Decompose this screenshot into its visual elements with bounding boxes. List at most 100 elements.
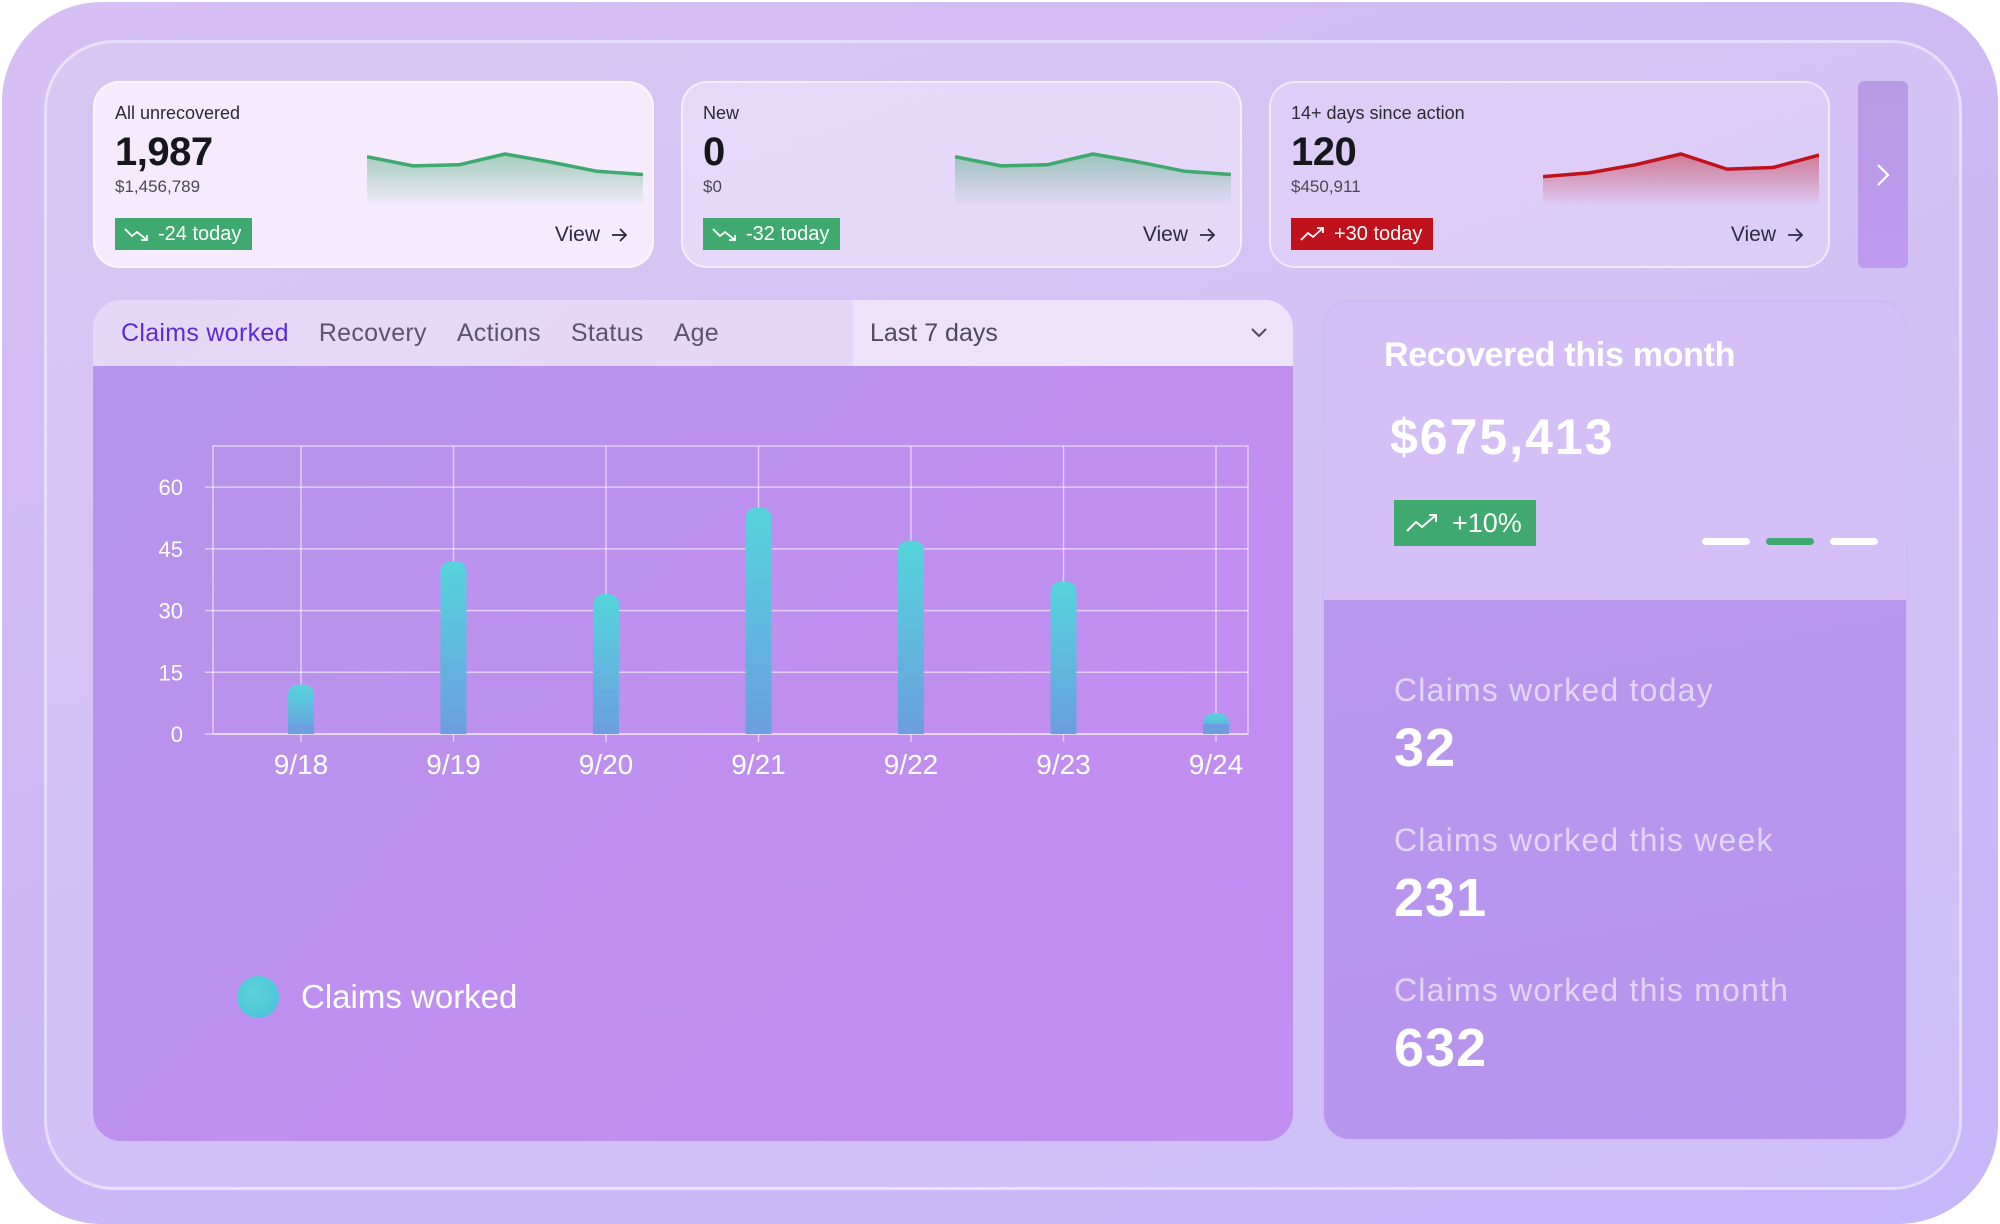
sparkline-area — [1543, 154, 1819, 207]
kpi-label: All unrecovered — [115, 103, 241, 123]
trend-badge-label: -32 today — [746, 222, 830, 245]
sparkline-area — [955, 154, 1231, 207]
stats-panel: Recovered this month $675,413 +10% Claim… — [1322, 300, 1908, 1141]
trend-badge: +30 today — [1291, 218, 1434, 250]
carousel-dot-3[interactable] — [1830, 538, 1878, 545]
bar-base — [593, 724, 619, 734]
sparkline — [1543, 152, 1819, 207]
chart-panel: Claims worked Recovery Actions Status Ag… — [93, 300, 1293, 1141]
tab-bar: Claims worked Recovery Actions Status Ag… — [93, 300, 1293, 366]
recovered-badge-label: +10% — [1452, 507, 1522, 538]
kpi-label: New — [703, 103, 740, 123]
bar-9-20 — [593, 594, 619, 734]
bar-base — [440, 724, 467, 734]
kpi-value: 1,987 — [115, 130, 213, 174]
view-link-label: View — [1142, 223, 1188, 246]
date-range-select[interactable]: Last 7 days — [853, 300, 1293, 366]
stat-value: 231 — [1394, 868, 1488, 928]
y-tick-label: 15 — [159, 660, 183, 685]
legend-swatch — [237, 976, 279, 1018]
trend-badge: -32 today — [703, 218, 841, 250]
stat-label: Claims worked this week — [1394, 822, 1774, 858]
sparkline — [367, 152, 643, 207]
bar-9-19 — [440, 561, 467, 734]
bar-9-21 — [745, 507, 772, 734]
y-tick-label: 30 — [159, 599, 183, 624]
kpi-amount: $0 — [703, 177, 722, 196]
bar-base — [288, 724, 314, 734]
tab-actions[interactable]: Actions — [456, 318, 541, 347]
carousel-dot-2[interactable] — [1766, 538, 1814, 545]
trend-down-icon — [712, 228, 736, 241]
kpi-card-new[interactable]: New 0 $0 -32 today View — [681, 81, 1242, 268]
tab-recovery[interactable]: Recovery — [318, 318, 427, 347]
trend-badge: -24 today — [115, 218, 253, 250]
stat-label: Claims worked this month — [1394, 972, 1790, 1008]
bar-base — [745, 724, 772, 734]
kpi-amount: $1,456,789 — [115, 177, 201, 196]
view-link[interactable]: View — [1143, 223, 1216, 247]
tab-age[interactable]: Age — [673, 318, 719, 347]
kpi-value: 0 — [703, 130, 725, 174]
arrow-right-icon — [1200, 228, 1216, 242]
plot-frame — [212, 445, 1249, 735]
x-tick-label: 9/22 — [884, 749, 939, 780]
bar-9-18 — [288, 684, 314, 734]
legend-label: Claims worked — [301, 978, 518, 1015]
chevron-right-icon — [1877, 163, 1890, 186]
kpi-card-14-days[interactable]: 14+ days since action 120 $450,911 +30 t… — [1269, 81, 1830, 268]
y-tick-label: 45 — [159, 537, 183, 562]
stat-label: Claims worked today — [1394, 672, 1714, 708]
trend-up-icon — [1406, 514, 1437, 532]
stat-month: Claims worked this month 632 — [1394, 972, 1789, 1079]
y-tick-label: 0 — [171, 722, 183, 747]
trend-badge-label: -24 today — [158, 222, 242, 245]
carousel-dot-1[interactable] — [1702, 538, 1750, 545]
chevron-down-icon — [1251, 328, 1267, 338]
bar-base — [898, 724, 924, 734]
stat-value: 32 — [1394, 718, 1457, 778]
x-tick-label: 9/18 — [274, 749, 329, 780]
sparkline-line — [955, 152, 1231, 177]
trend-badge-label: +30 today — [1334, 222, 1423, 245]
bar-9-22 — [898, 540, 924, 734]
x-tick-label: 9/20 — [579, 749, 634, 780]
bar-base — [1203, 724, 1229, 734]
x-tick-label: 9/23 — [1036, 749, 1091, 780]
chart-legend: Claims worked — [237, 976, 517, 1018]
recovered-amount: $675,413 — [1390, 409, 1615, 465]
trend-up-icon — [1300, 227, 1324, 241]
recovered-card: Recovered this month $675,413 +10% — [1324, 302, 1906, 600]
view-link-label: View — [1730, 223, 1776, 246]
next-cards-button[interactable] — [1858, 81, 1908, 268]
arrow-right-icon — [612, 228, 628, 242]
bar-chart: 0 15 30 45 60 9/18 9/19 9/20 9/21 9/22 9/23 9/24 — [159, 445, 1249, 780]
stat-value: 632 — [1394, 1018, 1488, 1078]
trend-down-icon — [124, 228, 148, 241]
view-link[interactable]: View — [555, 223, 628, 247]
sparkline-line — [367, 152, 643, 177]
view-link[interactable]: View — [1731, 223, 1804, 247]
sparkline-line — [1543, 152, 1819, 179]
x-tick-label: 9/21 — [731, 749, 786, 780]
sparkline-area — [367, 154, 643, 207]
x-tick-label: 9/19 — [426, 749, 481, 780]
stat-today: Claims worked today 32 — [1394, 672, 1714, 779]
y-tick-label: 60 — [159, 475, 183, 500]
x-tick-label: 9/24 — [1189, 749, 1244, 780]
tab-status[interactable]: Status — [570, 318, 644, 347]
stat-week: Claims worked this week 231 — [1394, 822, 1774, 929]
carousel-dots — [1702, 538, 1878, 545]
kpi-amount: $450,911 — [1291, 177, 1361, 196]
kpi-card-all-unrecovered[interactable]: All unrecovered 1,987 $1,456,789 -24 tod… — [93, 81, 654, 268]
tab-claims-worked[interactable]: Claims worked — [121, 318, 289, 347]
kpi-label: 14+ days since action — [1291, 103, 1465, 123]
arrow-right-icon — [1788, 228, 1804, 242]
bar-9-23 — [1050, 581, 1077, 734]
view-link-label: View — [554, 223, 600, 246]
recovered-title: Recovered this month — [1384, 336, 1736, 374]
date-range-value: Last 7 days — [870, 318, 998, 347]
recovered-badge: +10% — [1394, 500, 1536, 546]
sparkline — [955, 152, 1231, 207]
bar-base — [1050, 724, 1077, 734]
